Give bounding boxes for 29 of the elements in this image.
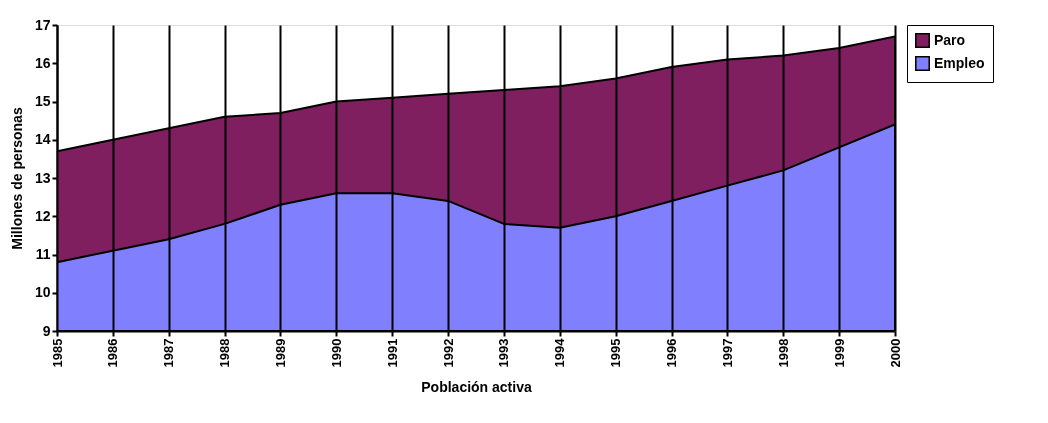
- y-tick-label: 9: [42, 322, 51, 339]
- x-tick-label: 1990: [328, 338, 344, 368]
- legend-label: Empleo: [934, 54, 985, 71]
- x-tick-label: 1991: [384, 338, 400, 368]
- x-tick-label: 1993: [496, 338, 512, 368]
- x-tick-label: 1988: [217, 338, 233, 368]
- y-axis-title: Millones de personas: [8, 107, 25, 250]
- x-axis-title: Población activa: [421, 379, 532, 396]
- x-tick-label: 1997: [719, 338, 735, 368]
- x-tick-label: 1989: [272, 338, 288, 368]
- y-tick-label: 16: [34, 54, 51, 71]
- x-tick-label: 2000: [887, 338, 903, 368]
- y-tick-label: 17: [34, 16, 51, 33]
- x-tick-label: 1999: [831, 338, 847, 368]
- x-tick-label: 1985: [49, 338, 65, 368]
- x-tick-label: 1987: [161, 338, 177, 368]
- x-tick-label: 1992: [440, 338, 456, 368]
- x-tick-label: 1998: [775, 338, 791, 368]
- y-tick-label: 12: [34, 207, 51, 224]
- y-tick-label: 14: [34, 131, 51, 148]
- x-tick-label: 1995: [608, 338, 624, 368]
- y-tick-label: 13: [34, 169, 51, 186]
- y-tick-label: 15: [34, 93, 51, 109]
- y-tick-label: 10: [34, 284, 51, 301]
- x-tick-label: 1994: [552, 337, 568, 368]
- x-tick-label: 1986: [105, 338, 121, 368]
- y-tick-label: 11: [35, 246, 51, 262]
- legend-label: Paro: [934, 31, 966, 48]
- x-tick-label: 1996: [664, 338, 680, 368]
